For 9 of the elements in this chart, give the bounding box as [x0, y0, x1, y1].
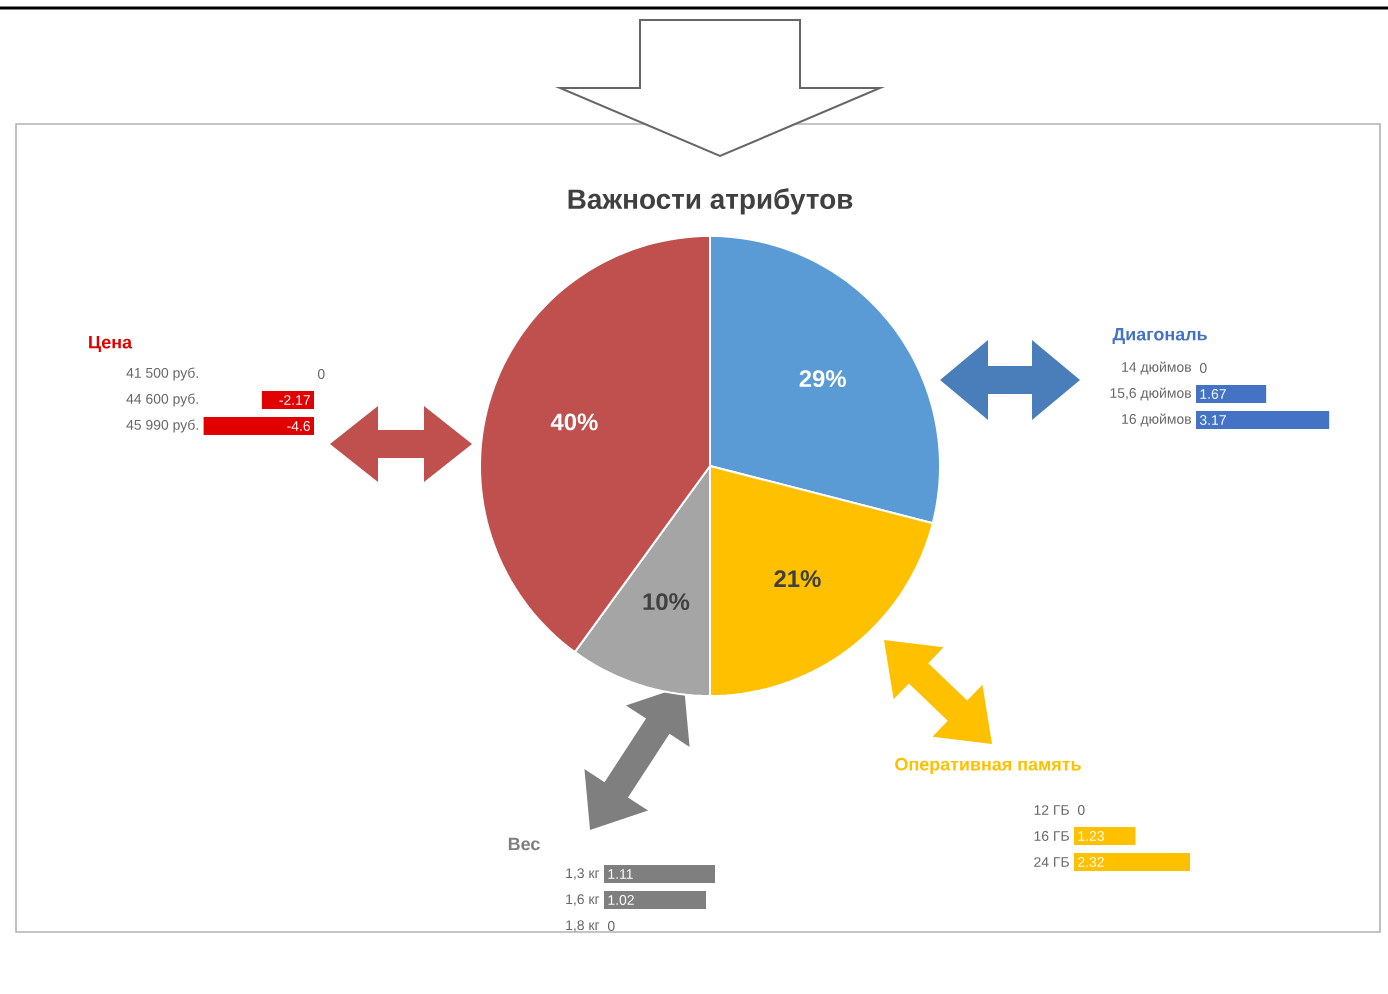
- chart-title: Вес: [508, 837, 540, 851]
- chart-title: Диагональ: [1112, 328, 1207, 344]
- data-label: 29%: [799, 370, 846, 388]
- data-label: 10%: [643, 593, 690, 611]
- chart-title: Важности атрибутов: [568, 188, 853, 215]
- data-label: 40%: [550, 413, 598, 431]
- chart-title: Оперативная память: [895, 757, 1081, 775]
- chart-title: Цена: [89, 336, 133, 352]
- data-label: 21%: [774, 570, 821, 588]
